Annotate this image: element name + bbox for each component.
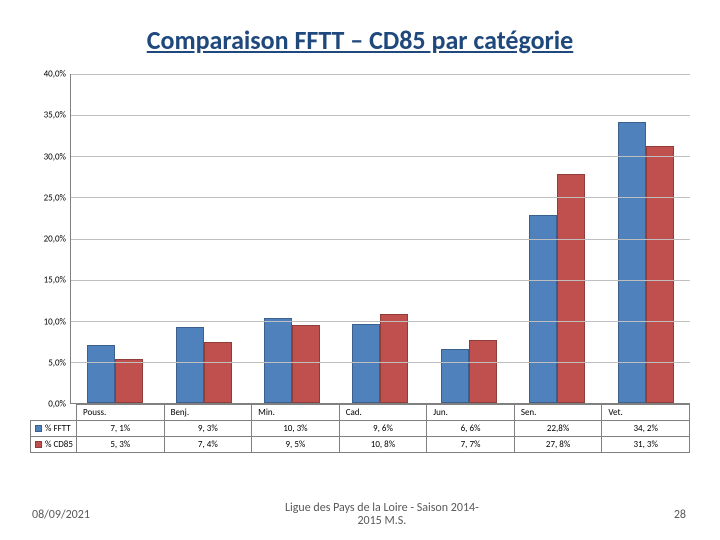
category-header: Benj. [164, 405, 252, 421]
y-axis-label: 5,0% [48, 357, 66, 368]
page-title: Comparaison FFTT – CD85 par catégorie [28, 24, 692, 56]
bar [618, 122, 646, 403]
category-header: Cad. [339, 405, 427, 421]
bar [292, 325, 320, 403]
table-cell: 5, 3% [77, 437, 165, 453]
footer-date: 08/09/2021 [0, 508, 90, 522]
y-axis-label: 35,0% [44, 110, 66, 121]
bar [204, 342, 232, 403]
table-cell: 6, 6% [427, 421, 515, 437]
category-header: Pouss. [77, 405, 165, 421]
table-cell: 34, 2% [602, 421, 690, 437]
category-header: Sen. [514, 405, 602, 421]
table-cell: 10, 8% [339, 437, 427, 453]
bar [87, 345, 115, 403]
y-axis-label: 20,0% [44, 234, 66, 245]
bar [646, 146, 674, 403]
table-cell: 9, 6% [339, 421, 427, 437]
table-cell: 10, 3% [252, 421, 340, 437]
category-header: Jun. [427, 405, 515, 421]
y-axis-label: 0,0% [48, 399, 66, 410]
bar [529, 215, 557, 403]
footer-page: 28 [674, 508, 720, 522]
table-cell: 9, 3% [164, 421, 252, 437]
table-cell: 31, 3% [602, 437, 690, 453]
y-axis-label: 10,0% [44, 316, 66, 327]
bar [264, 318, 292, 403]
y-axis-label: 30,0% [44, 151, 66, 162]
footer: 08/09/2021 Ligue des Pays de la Loire - … [0, 502, 720, 528]
data-table: Pouss.Benj.Min.Cad.Jun.Sen.Vet.% FFTT7, … [30, 404, 690, 453]
series-label: % CD85 [31, 437, 77, 453]
table-cell: 9, 5% [252, 437, 340, 453]
bar [557, 174, 585, 403]
footer-source: Ligue des Pays de la Loire - Saison 2014… [90, 502, 674, 528]
bar [469, 340, 497, 403]
bar-chart: 0,0%5,0%10,0%15,0%20,0%25,0%30,0%35,0%40… [30, 74, 690, 404]
bar [115, 359, 143, 403]
bar [380, 314, 408, 403]
y-axis-label: 15,0% [44, 275, 66, 286]
y-axis-label: 40,0% [44, 69, 66, 80]
category-header: Vet. [602, 405, 690, 421]
category-header: Min. [252, 405, 340, 421]
table-cell: 7, 7% [427, 437, 515, 453]
legend-swatch [35, 425, 42, 432]
table-cell: 7, 4% [164, 437, 252, 453]
table-cell: 22,8% [514, 421, 602, 437]
bar [176, 327, 204, 403]
legend-swatch [35, 441, 42, 448]
bar [352, 324, 380, 403]
table-cell: 7, 1% [77, 421, 165, 437]
series-label: % FFTT [31, 421, 77, 437]
table-cell: 27, 8% [514, 437, 602, 453]
y-axis-label: 25,0% [44, 192, 66, 203]
bar [441, 349, 469, 403]
